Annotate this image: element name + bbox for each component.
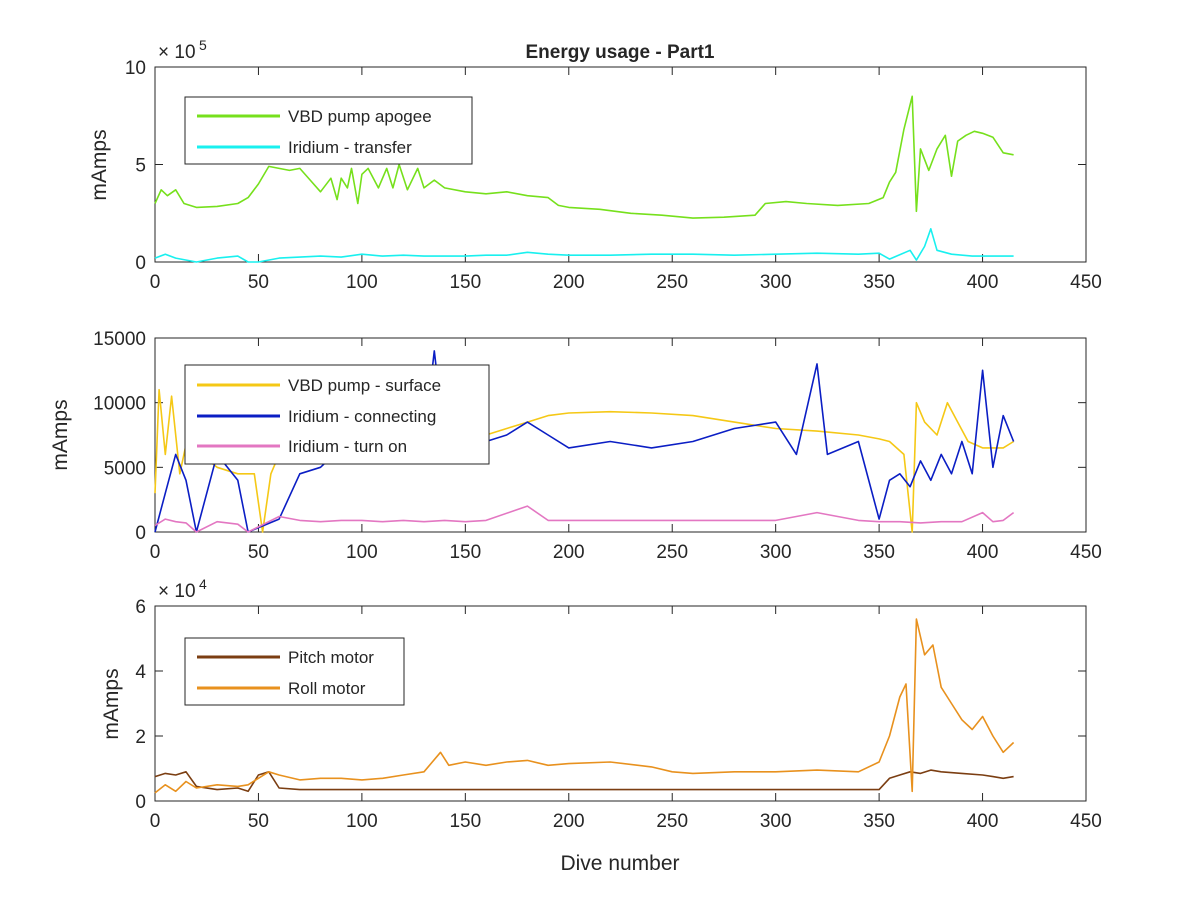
legend-label: VBD pump - surface [288,376,441,395]
x-tick-label: 0 [150,542,161,563]
y-tick-label: 0 [135,523,146,544]
legend-label: Iridium - connecting [288,407,436,426]
x-tick-label: 300 [760,542,792,563]
y-tick-label: 0 [135,792,146,813]
x-tick-label: 300 [760,811,792,832]
x-tick-label: 100 [346,542,378,563]
series-line-iridium-transfer [154,228,1014,263]
x-axis-label: Dive number [560,852,679,875]
y-tick-label: 10 [125,58,146,79]
series-line-vbd-pump-apogee [154,95,1014,219]
series-line-iridium-turn-on [154,505,1015,533]
exponent-base: × 10 [158,581,196,602]
y-tick-label: 5 [135,156,146,177]
x-tick-label: 450 [1070,811,1102,832]
x-tick-label: 400 [967,811,999,832]
x-tick-label: 200 [553,272,585,293]
y-tick-label: 2 [135,727,146,748]
chart-title: Energy usage - Part1 [525,42,714,63]
y-axis-label: mAmps [88,129,111,200]
legend-box [184,637,405,706]
subplot-middle: mAmps 0 50 100 150 200 250 300 350 400 450 0 5000 10… [49,329,1102,563]
x-tick-label: 250 [656,811,688,832]
legend-label: Iridium - transfer [288,138,412,157]
exponent-label: × 10 5 [158,37,207,63]
series-line-roll-motor [154,618,1015,794]
series-line-iridium-connecting [154,350,1015,533]
y-tick-label: 5000 [104,458,146,479]
x-tick-label: 300 [760,272,792,293]
legend-label: Roll motor [288,679,366,698]
legend-box [184,96,473,165]
y-axis-label: mAmps [100,668,123,739]
x-tick-label: 150 [449,272,481,293]
x-tick-label: 450 [1070,272,1102,293]
series-lines [154,95,1014,263]
ticks: 0 50 100 150 200 250 300 350 400 450 0 5000 10000 150… [93,329,1102,563]
x-tick-label: 200 [553,811,585,832]
x-tick-label: 50 [248,811,269,832]
subplot-top: mAmps × 10 5 0 50 100 150 200 250 300 350 400 450… [88,37,1102,293]
legend: VBD pump - surface Iridium - connecting … [184,364,490,465]
subplot-bottom: mAmps Dive number × 10 4 0 50 100 150 200 250… [100,576,1102,875]
y-tick-label: 6 [135,597,146,618]
x-tick-label: 350 [863,272,895,293]
y-tick-label: 10000 [93,394,146,415]
x-tick-label: 150 [449,811,481,832]
x-tick-label: 100 [346,272,378,293]
legend-label: Iridium - turn on [288,437,407,456]
ticks: 0 50 100 150 200 250 300 350 400 450 0 5 10 [125,58,1102,293]
legend-label: VBD pump apogee [288,107,432,126]
y-tick-label: 0 [135,253,146,274]
x-tick-label: 50 [248,272,269,293]
legend-label: Pitch motor [288,648,374,667]
legend: VBD pump apogee Iridium - transfer [184,96,473,165]
series-lines [154,350,1015,533]
x-tick-label: 250 [656,542,688,563]
y-axis-label: mAmps [49,399,72,470]
x-tick-label: 250 [656,272,688,293]
x-tick-label: 200 [553,542,585,563]
y-tick-label: 4 [135,662,146,683]
x-tick-label: 400 [967,272,999,293]
ticks: 0 50 100 150 200 250 300 350 400 450 0 2 4 6 [135,597,1101,832]
x-tick-label: 350 [863,811,895,832]
x-tick-label: 50 [248,542,269,563]
exponent-label: × 10 4 [158,576,207,602]
series-line-pitch-motor [154,769,1014,793]
x-tick-label: 400 [967,542,999,563]
exponent-power: 5 [199,37,207,53]
x-tick-label: 100 [346,811,378,832]
exponent-power: 4 [199,576,207,592]
y-tick-label: 15000 [93,329,146,350]
x-tick-label: 0 [150,272,161,293]
series-lines [154,618,1015,794]
x-tick-label: 150 [449,542,481,563]
x-tick-label: 350 [863,542,895,563]
x-tick-label: 450 [1070,542,1102,563]
exponent-base: × 10 [158,42,196,63]
legend: Pitch motor Roll motor [184,637,405,706]
x-tick-label: 0 [150,811,161,832]
